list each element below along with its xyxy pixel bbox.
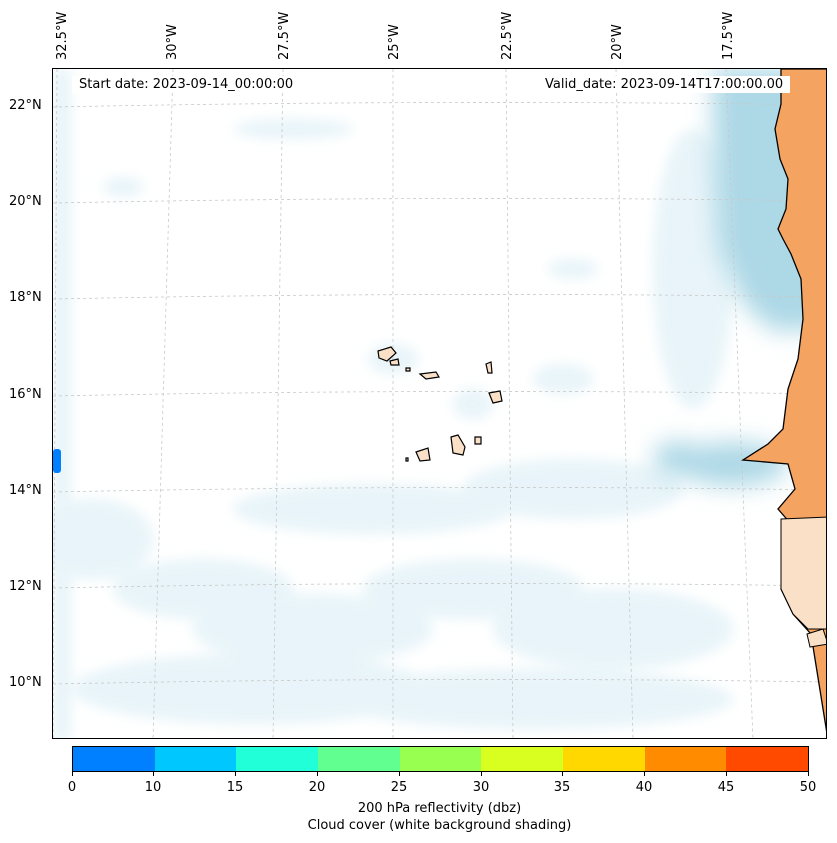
colorbar-tick-label: 15 <box>226 780 244 795</box>
lon-label-22-5w: 22.5°W <box>500 11 515 60</box>
lat-label-12n: 12°N <box>9 579 42 594</box>
cloud-cover-shading <box>53 69 733 738</box>
colorbar-segment-20-25 <box>318 747 400 771</box>
lon-label-17-5w: 17.5°W <box>721 11 736 60</box>
colorbar-segment-40-45 <box>644 747 727 771</box>
valid-date-label: Valid_date: 2023-09-14T17:00:00.00 <box>538 76 791 93</box>
colorbar-segment-10-15 <box>154 747 237 771</box>
colorbar-subtitle: Cloud cover (white background shading) <box>307 818 572 833</box>
colorbar-segment-30-35 <box>481 747 564 771</box>
lat-label-10n: 10°N <box>9 675 42 690</box>
colorbar-segment-15-20 <box>236 747 319 771</box>
colorbar-tick-label: 30 <box>472 780 490 795</box>
colorbar-tick-label: 40 <box>635 780 653 795</box>
lat-label-14n: 14°N <box>9 483 42 498</box>
colorbar-tickmark <box>235 772 236 776</box>
colorbar-tick-label: 0 <box>67 780 77 795</box>
lat-label-16n: 16°N <box>9 387 42 402</box>
colorbar-tickmark <box>72 772 73 776</box>
southern-coast-land <box>780 516 826 630</box>
lat-label-20n: 20°N <box>9 194 42 209</box>
colorbar-segment-45-50 <box>726 747 809 771</box>
map-panel[interactable] <box>52 68 827 739</box>
graticule <box>53 69 826 738</box>
colorbar-tick-label: 10 <box>144 780 162 795</box>
colorbar-tick-label: 20 <box>308 780 326 795</box>
colorbar-segment-25-30 <box>399 747 482 771</box>
colorbar-title: 200 hPa reflectivity (dbz) <box>357 801 522 816</box>
small-coastal-island <box>806 628 826 648</box>
lon-label-32-5w: 32.5°W <box>55 11 70 60</box>
colorbar-tickmark <box>808 772 809 776</box>
colorbar-tickmark <box>481 772 482 776</box>
lon-label-25w: 25°W <box>387 24 402 60</box>
start-date-label: Start date: 2023-09-14_00:00:00 <box>72 76 301 93</box>
colorbar-segment-0-10 <box>73 747 155 771</box>
colorbar-tick-label: 35 <box>553 780 571 795</box>
lon-label-30w: 30°W <box>165 24 180 60</box>
colorbar <box>72 746 809 772</box>
colorbar-segment-35-40 <box>563 747 645 771</box>
colorbar-tickmark <box>562 772 563 776</box>
map-canvas <box>53 69 826 738</box>
lon-label-20w: 20°W <box>610 24 625 60</box>
lat-label-22n: 22°N <box>9 98 42 113</box>
colorbar-tickmark <box>153 772 154 776</box>
colorbar-tickmark <box>726 772 727 776</box>
colorbar-tickmark <box>644 772 645 776</box>
colorbar-tick-label: 50 <box>799 780 817 795</box>
colorbar-tickmark <box>317 772 318 776</box>
cape-verde-islands <box>377 346 503 462</box>
reflectivity-echo <box>53 449 61 473</box>
colorbar-tick-label: 45 <box>717 780 735 795</box>
lon-label-27-5w: 27.5°W <box>277 11 292 60</box>
colorbar-tick-label: 25 <box>390 780 408 795</box>
lat-label-18n: 18°N <box>9 290 42 305</box>
colorbar-tickmark <box>399 772 400 776</box>
